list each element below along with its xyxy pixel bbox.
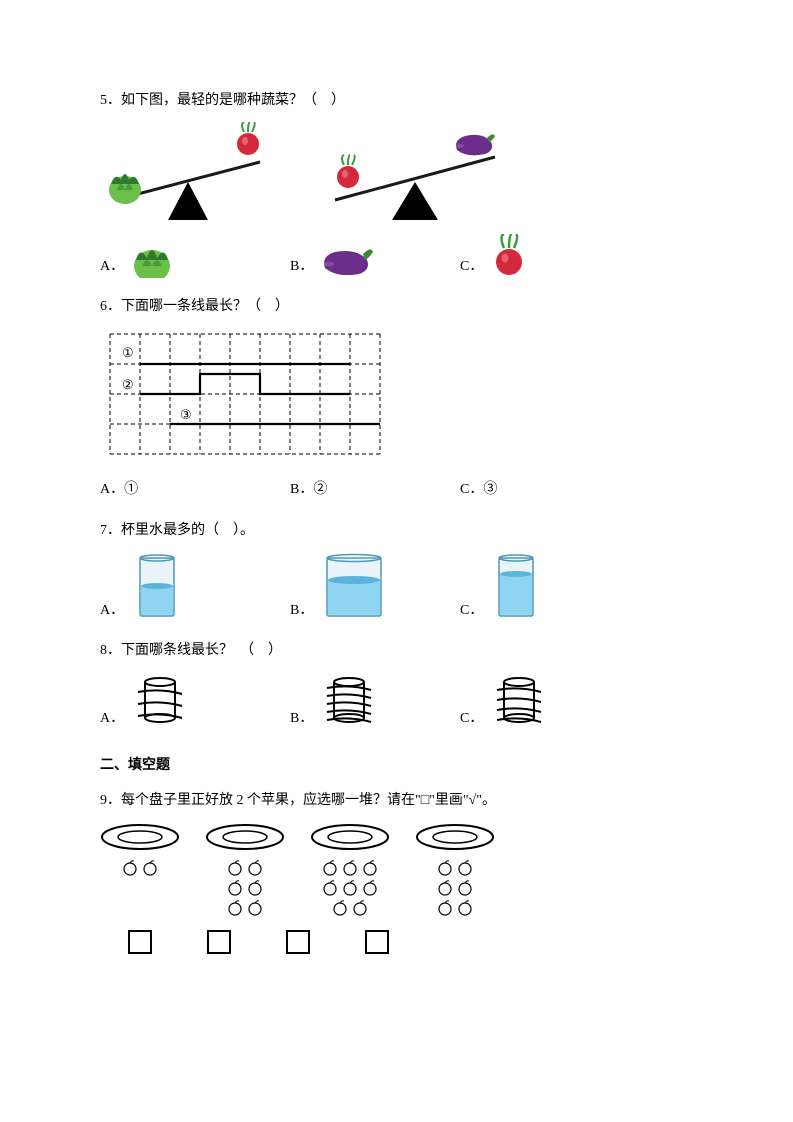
glass-c-icon — [489, 552, 543, 622]
plate-icon — [310, 822, 390, 852]
checkbox-1[interactable] — [128, 930, 152, 954]
question-5-text: 5．如下图，最轻的是哪种蔬菜？（ ） — [100, 90, 693, 112]
question-9: 9．每个盘子里正好放 2 个苹果，应选哪一堆？请在"□"里画"√"。 — [100, 790, 693, 954]
plate-group-3 — [310, 822, 390, 916]
seesaw-2 — [320, 122, 510, 222]
section-2-title: 二、填空题 — [100, 755, 693, 777]
q5-option-b[interactable]: B． — [290, 242, 460, 278]
q8-option-b[interactable]: B． — [290, 672, 460, 730]
seesaw-1 — [100, 122, 280, 222]
q6-option-c[interactable]: C．③ — [460, 479, 497, 501]
checkbox-row — [128, 930, 693, 954]
q6-options: A．① B．② C．③ — [100, 479, 693, 501]
q8-options: A． B． — [100, 672, 693, 730]
q5-option-c[interactable]: C． — [460, 234, 529, 278]
checkbox-4[interactable] — [365, 930, 389, 954]
coil-c-icon — [489, 672, 549, 730]
q7-option-b[interactable]: B． — [290, 552, 460, 622]
q5-opt-b-label: B． — [290, 256, 313, 278]
question-8-text: 8．下面哪条线最长？ （ ） — [100, 640, 693, 662]
glass-b-icon — [319, 552, 389, 622]
line-1-label: ① — [122, 345, 134, 360]
seesaw-diagrams — [100, 122, 693, 222]
checkbox-2[interactable] — [207, 930, 231, 954]
apples-3 — [321, 858, 379, 916]
glass-a-icon — [130, 552, 184, 622]
radish-icon — [489, 234, 529, 278]
cabbage-icon — [130, 232, 174, 278]
plates-row — [100, 822, 693, 916]
eggplant-icon — [319, 242, 379, 278]
coil-a-icon — [130, 672, 190, 730]
question-7-text: 7．杯里水最多的（ ）。 — [100, 520, 693, 542]
line-2-label: ② — [122, 377, 134, 392]
q5-opt-a-label: A． — [100, 256, 124, 278]
coil-b-icon — [319, 672, 379, 730]
q5-options: A． B． C． — [100, 232, 693, 278]
q8-option-a[interactable]: A． — [100, 672, 290, 730]
question-8: 8．下面哪条线最长？ （ ） A． B． — [100, 640, 693, 730]
q6-option-a[interactable]: A．① — [100, 479, 290, 501]
plate-icon — [100, 822, 180, 852]
plate-group-4 — [415, 822, 495, 916]
q7-option-a[interactable]: A． — [100, 552, 290, 622]
question-6: 6．下面哪一条线最长？（ ） ① — [100, 296, 693, 501]
q7-option-c[interactable]: C． — [460, 552, 543, 622]
question-6-text: 6．下面哪一条线最长？（ ） — [100, 296, 693, 318]
q5-opt-c-label: C． — [460, 256, 483, 278]
plate-group-2 — [205, 822, 285, 916]
grid-lines-diagram: ① ② ③ — [100, 329, 390, 459]
apples-2 — [226, 858, 264, 916]
checkbox-3[interactable] — [286, 930, 310, 954]
line-3-label: ③ — [180, 407, 192, 422]
q8-option-c[interactable]: C． — [460, 672, 549, 730]
q5-option-a[interactable]: A． — [100, 232, 290, 278]
question-7: 7．杯里水最多的（ ）。 A． B． C． — [100, 520, 693, 622]
question-9-text: 9．每个盘子里正好放 2 个苹果，应选哪一堆？请在"□"里画"√"。 — [100, 790, 693, 812]
apples-4 — [436, 858, 474, 916]
plate-icon — [415, 822, 495, 852]
plate-icon — [205, 822, 285, 852]
q7-options: A． B． C． — [100, 552, 693, 622]
question-5: 5．如下图，最轻的是哪种蔬菜？（ ） — [100, 90, 693, 278]
q6-option-b[interactable]: B．② — [290, 479, 460, 501]
apples-1 — [121, 858, 159, 876]
plate-group-1 — [100, 822, 180, 876]
